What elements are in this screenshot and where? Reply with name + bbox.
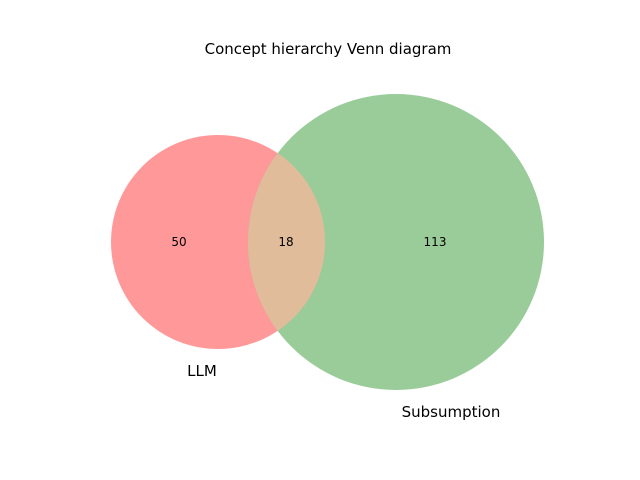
- subsumption-only-count: 113: [424, 235, 447, 249]
- diagram-title: Concept hierarchy Venn diagram: [205, 40, 452, 58]
- llm-set-label: LLM: [187, 362, 217, 380]
- subsumption-set-label: Subsumption: [402, 403, 501, 421]
- subsumption-circle: [248, 94, 544, 390]
- llm-only-count: 50: [171, 235, 186, 249]
- intersection-count: 18: [278, 235, 293, 249]
